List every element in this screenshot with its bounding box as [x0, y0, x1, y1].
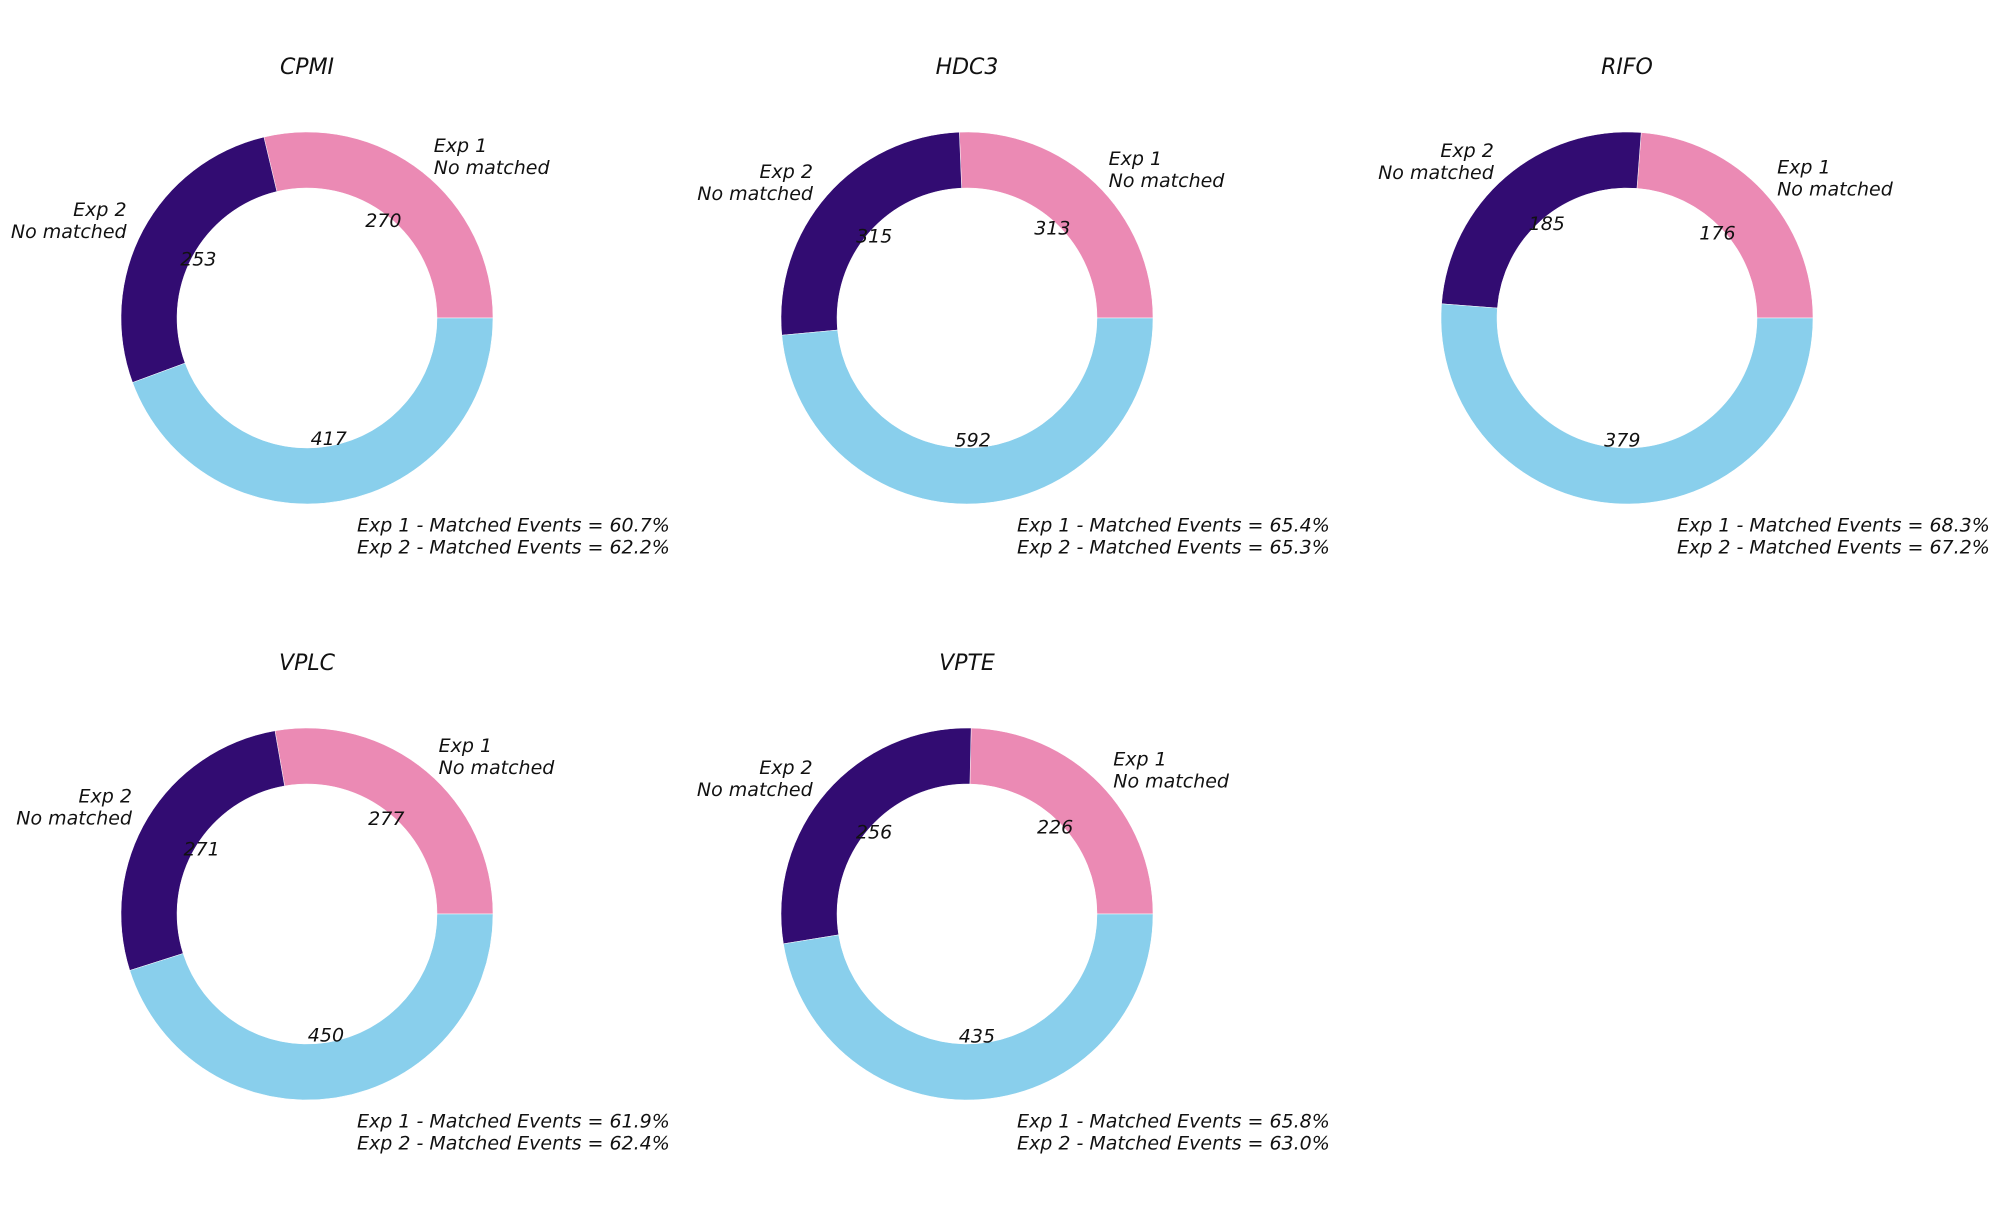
matched-events-label: Exp 2 - Matched Events = 63.0%	[1017, 1133, 1330, 1155]
donut-slice	[129, 913, 494, 1101]
donut-slice	[120, 136, 278, 383]
slice-value-label: 592	[955, 430, 991, 452]
slice-label: No matched	[434, 157, 551, 179]
slice-value-label: 417	[311, 428, 347, 450]
matched-events-label: Exp 1 - Matched Events = 68.3%	[1677, 515, 1990, 537]
donut-slice	[1440, 303, 1814, 505]
slice-label: Exp 2	[79, 786, 132, 808]
slice-value-label: 313	[1034, 218, 1070, 240]
slice-value-label: 256	[856, 822, 892, 844]
donut-slice	[780, 131, 962, 336]
donut-slice	[781, 317, 1154, 505]
slice-label: Exp 2	[1440, 140, 1493, 162]
donut-slice	[1636, 132, 1814, 319]
donut-slice	[120, 730, 285, 971]
matched-events-label: Exp 2 - Matched Events = 62.4%	[357, 1133, 670, 1155]
slice-value-label: 277	[368, 808, 404, 830]
matched-events-label: Exp 2 - Matched Events = 67.2%	[1677, 537, 1990, 559]
slice-label: Exp 2	[73, 199, 126, 221]
slice-value-label: 315	[856, 225, 892, 247]
slice-label: Exp 1	[434, 135, 487, 157]
donut-slice	[1441, 131, 1642, 309]
slice-label: No matched	[697, 183, 814, 205]
slice-value-label: 379	[1604, 430, 1640, 452]
slice-label: No matched	[1378, 162, 1495, 184]
matched-events-label: Exp 1 - Matched Events = 65.4%	[1017, 515, 1330, 537]
chart-title: VPTE	[939, 651, 995, 676]
slice-value-label: 435	[959, 1025, 995, 1047]
donut-slice	[263, 131, 494, 319]
chart-title: HDC3	[936, 55, 999, 80]
slice-label: No matched	[439, 757, 556, 779]
slice-value-label: 270	[365, 210, 401, 232]
slice-label: No matched	[11, 221, 128, 243]
chart-title: RIFO	[1601, 55, 1653, 80]
matched-events-label: Exp 2 - Matched Events = 62.2%	[357, 537, 670, 559]
slice-label: Exp 1	[1777, 156, 1830, 178]
donut-slice	[969, 727, 1154, 915]
slice-label: No matched	[1113, 770, 1230, 792]
matched-events-label: Exp 1 - Matched Events = 60.7%	[357, 515, 670, 537]
matched-events-label: Exp 2 - Matched Events = 65.3%	[1017, 537, 1330, 559]
slice-label: Exp 2	[760, 161, 813, 183]
donut-slice	[780, 727, 972, 945]
slice-value-label: 176	[1699, 223, 1735, 245]
slice-label: No matched	[16, 808, 133, 830]
matched-events-label: Exp 1 - Matched Events = 65.8%	[1017, 1111, 1330, 1133]
donut-slice	[783, 913, 1154, 1101]
chart-title: CPMI	[280, 55, 334, 80]
chart-title: VPLC	[279, 651, 336, 676]
slice-value-label: 185	[1529, 213, 1565, 235]
slice-label: Exp 1	[1113, 748, 1166, 770]
slice-value-label: 450	[308, 1024, 344, 1046]
donut-slice	[274, 727, 494, 915]
slice-label: Exp 1	[439, 735, 492, 757]
slice-value-label: 226	[1037, 816, 1073, 838]
slice-value-label: 253	[180, 248, 216, 270]
slice-value-label: 271	[183, 839, 219, 861]
donut-slice	[132, 317, 494, 505]
slice-label: No matched	[697, 779, 814, 801]
donut-slice	[959, 131, 1154, 319]
slice-label: No matched	[1777, 178, 1894, 200]
slice-label: No matched	[1109, 170, 1226, 192]
matched-events-label: Exp 1 - Matched Events = 61.9%	[357, 1111, 670, 1133]
slice-label: Exp 2	[759, 757, 812, 779]
slice-label: Exp 1	[1109, 148, 1162, 170]
